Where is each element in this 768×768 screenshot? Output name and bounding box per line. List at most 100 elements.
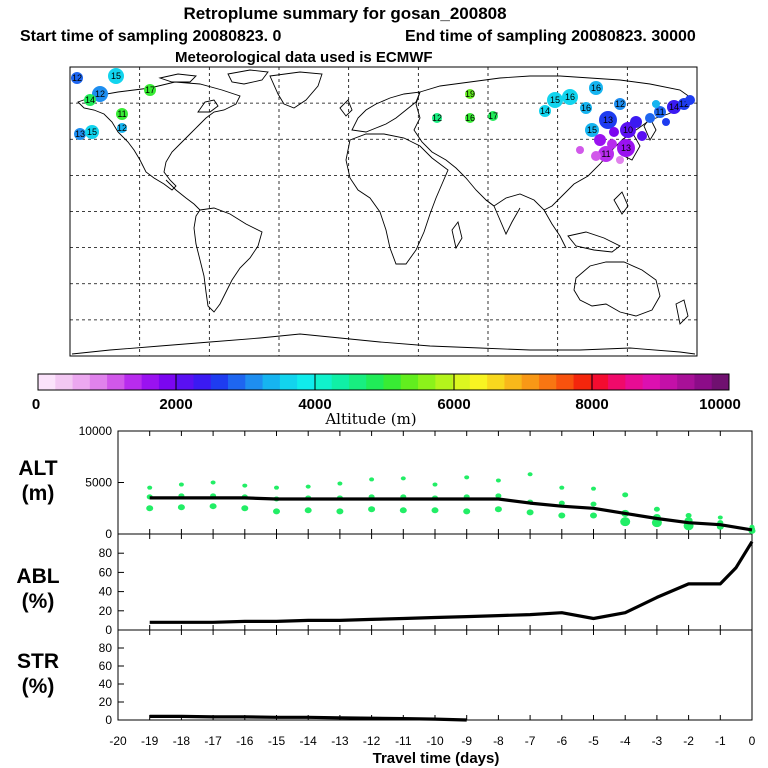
plume-marker xyxy=(576,146,584,154)
altitude-cluster-point xyxy=(432,482,438,487)
colorbar-axis-label: Altitude (m) xyxy=(324,410,416,428)
plume-marker-label: 12 xyxy=(95,89,105,99)
plume-marker xyxy=(562,89,578,105)
plume-marker xyxy=(465,113,475,123)
plume-marker xyxy=(598,146,614,162)
colorbar-cells xyxy=(38,374,730,390)
plume-marker-label: 14 xyxy=(669,102,679,112)
altitude-cluster-point xyxy=(368,506,376,513)
plume-marker xyxy=(617,139,635,157)
met-data-text: Meteorological data used is ECMWF xyxy=(175,49,433,66)
colorbar-cell xyxy=(158,374,177,390)
plume-marker-label: 12 xyxy=(615,99,625,109)
plume-marker xyxy=(84,94,96,106)
plume-marker xyxy=(616,156,624,164)
colorbar-tick-label: 8000 xyxy=(575,396,608,413)
plume-marker xyxy=(71,72,83,84)
altitude-cluster-point xyxy=(241,505,249,512)
y-tick-label: 0 xyxy=(105,713,112,727)
colorbar-cell xyxy=(366,374,384,390)
colorbar-cell xyxy=(659,374,678,390)
map-grid xyxy=(70,67,697,356)
altitude-cluster-point xyxy=(558,500,565,506)
plume-marker xyxy=(488,111,498,121)
plume-marker xyxy=(652,100,660,108)
colorbar-frame xyxy=(37,373,730,391)
plume-marker xyxy=(662,118,670,126)
plume-marker xyxy=(117,123,127,133)
x-tick-label: -16 xyxy=(236,734,254,748)
colorbar-cell xyxy=(107,374,125,390)
colorbar-cell xyxy=(590,374,609,390)
colorbar-tick-label: 2000 xyxy=(159,396,192,413)
coastlines xyxy=(71,69,696,355)
altitude-cluster-point xyxy=(464,475,470,480)
x-tick-label: -15 xyxy=(268,734,286,748)
plume-marker-label: 15 xyxy=(587,125,597,135)
colorbar-cell xyxy=(435,374,453,390)
colorbar-cell xyxy=(452,374,471,390)
plume-marker-label: 11 xyxy=(655,107,664,117)
y-tick-label: 10000 xyxy=(79,424,113,438)
altitude-cluster-point xyxy=(242,483,248,488)
altitude-cluster-point xyxy=(399,507,407,514)
y-tick-label: 80 xyxy=(99,546,113,560)
time-series-panels: ALT (m) ABL (%) STR (%) xyxy=(16,430,753,721)
abl-panel: ABL (%) xyxy=(16,533,753,631)
y-tick-label: 5000 xyxy=(85,476,112,490)
abl-series-line xyxy=(149,540,754,624)
colorbar-tick-label: 6000 xyxy=(437,396,470,413)
altitude-cluster-point xyxy=(304,507,312,514)
colorbar-cell xyxy=(348,374,367,390)
colorbar-cell xyxy=(487,374,505,390)
colorbar-cell xyxy=(677,374,695,390)
x-tick-label: -11 xyxy=(395,734,412,748)
figure-title: Retroplume summary for gosan_200808 xyxy=(183,4,506,23)
end-time-text: End time of sampling 20080823. 30000 xyxy=(405,28,696,45)
colorbar-tick-label: 4000 xyxy=(298,396,331,413)
plume-marker xyxy=(599,111,617,129)
y-tick-label: 80 xyxy=(99,641,113,655)
colorbar-cell xyxy=(193,374,212,390)
plume-marker-label: 16 xyxy=(581,103,591,113)
altitude-cluster-point xyxy=(622,492,629,498)
altitude-cluster-point xyxy=(369,477,375,482)
y-tick-label: 20 xyxy=(99,604,113,618)
plume-marker xyxy=(465,89,475,99)
plume-marker-label: 17 xyxy=(488,111,498,121)
plume-marker xyxy=(654,106,666,118)
y-tick-label: 60 xyxy=(99,565,113,579)
x-axis-label: Travel time (days) xyxy=(373,750,500,767)
colorbar-cell xyxy=(55,374,73,390)
colorbar-tick-label: 0 xyxy=(32,396,40,413)
colorbar-cell xyxy=(38,374,56,390)
plume-marker-label: 16 xyxy=(591,83,601,93)
y-tick-label: 60 xyxy=(99,659,113,673)
altitude-cluster-point xyxy=(178,482,184,487)
colorbar-cell xyxy=(418,374,436,390)
plume-marker xyxy=(667,100,681,114)
colorbar-cell xyxy=(711,374,730,390)
plume-marker xyxy=(74,128,86,140)
str-panel-unit: (%) xyxy=(22,675,55,698)
plume-marker xyxy=(594,134,606,146)
colorbar-cell xyxy=(176,374,194,390)
altitude-cluster-point xyxy=(494,506,502,513)
altitude-cluster-point xyxy=(653,506,660,512)
altitude-cluster-point xyxy=(146,505,154,512)
plume-marker-label: 12 xyxy=(117,123,127,133)
plume-marker-label: 16 xyxy=(565,92,575,102)
altitude-cluster-point xyxy=(590,501,597,507)
abl-panel-label: ABL xyxy=(16,565,59,588)
altitude-cluster-point xyxy=(431,507,439,514)
plume-marker xyxy=(607,139,617,149)
altitude-cluster-point xyxy=(209,503,217,510)
x-tick-label: -13 xyxy=(331,734,349,748)
x-tick-label: -5 xyxy=(588,734,599,748)
plume-marker-label: 15 xyxy=(87,127,97,137)
colorbar-cell xyxy=(262,374,281,390)
plume-marker-label: 13 xyxy=(75,129,85,139)
altitude-cluster-point xyxy=(558,512,566,519)
